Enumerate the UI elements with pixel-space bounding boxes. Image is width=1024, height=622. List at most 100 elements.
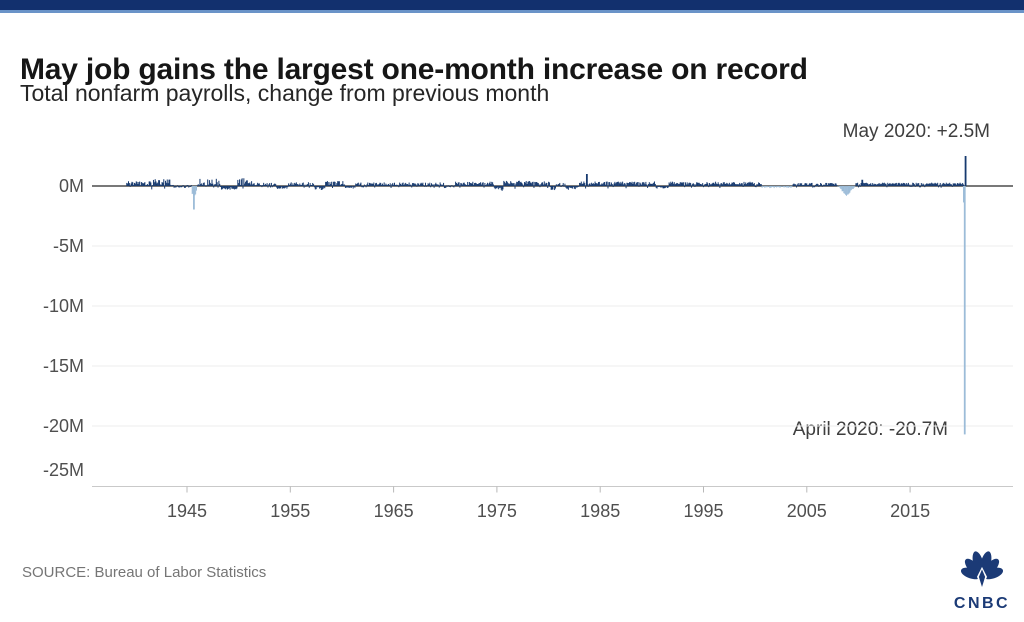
- x-axis-tick-label: 1965: [374, 501, 414, 521]
- payroll-bar: [884, 183, 886, 186]
- payroll-bar: [313, 186, 315, 188]
- payroll-bar: [402, 182, 404, 186]
- payroll-bar: [646, 184, 648, 186]
- payroll-bar: [376, 184, 378, 186]
- payroll-bar: [476, 184, 478, 186]
- payroll-bar: [768, 186, 770, 187]
- payroll-bar: [573, 186, 575, 189]
- payroll-bar: [577, 186, 579, 187]
- payroll-bar: [924, 186, 926, 188]
- payroll-bar: [536, 182, 538, 186]
- payroll-bar: [893, 183, 895, 186]
- payroll-bar: [329, 182, 331, 186]
- payroll-bar: [881, 183, 883, 186]
- payroll-bar: [650, 183, 652, 186]
- payroll-bar: [242, 186, 244, 189]
- payroll-bar: [508, 184, 510, 186]
- payroll-bar: [677, 183, 679, 186]
- payroll-bar: [659, 186, 661, 188]
- payroll-bar: [879, 184, 881, 186]
- payroll-bar: [426, 185, 428, 186]
- payroll-bar: [782, 186, 784, 187]
- payroll-bar: [421, 183, 423, 186]
- payroll-bar: [365, 186, 367, 188]
- payroll-bar: [870, 184, 872, 186]
- payroll-bar: [518, 180, 520, 186]
- payroll-bar: [606, 181, 608, 186]
- payroll-bar: [201, 183, 203, 186]
- payroll-bar: [648, 182, 650, 186]
- payroll-bar: [711, 183, 713, 186]
- payroll-bar: [703, 186, 705, 188]
- payroll-bar: [783, 186, 785, 188]
- payroll-bar: [380, 182, 382, 186]
- payroll-bar: [367, 182, 369, 186]
- payroll-bar: [142, 183, 144, 186]
- payroll-bar: [369, 182, 371, 186]
- payroll-bar: [257, 182, 259, 186]
- payroll-bar: [653, 181, 655, 186]
- payroll-bar: [245, 181, 247, 186]
- payroll-bar: [727, 184, 729, 186]
- payroll-bar: [479, 182, 481, 186]
- payroll-bar: [635, 184, 637, 186]
- payroll-bar: [127, 183, 129, 186]
- payroll-bar: [435, 182, 437, 186]
- payroll-bar: [168, 179, 170, 186]
- payroll-bar: [846, 186, 848, 195]
- payroll-bar: [472, 181, 474, 186]
- payroll-bar: [653, 182, 655, 186]
- payroll-bar: [928, 183, 930, 186]
- payroll-bar: [681, 181, 683, 186]
- payroll-bar: [282, 186, 284, 189]
- payroll-bar: [894, 183, 896, 186]
- payroll-bar: [715, 181, 717, 186]
- payroll-bar: [897, 183, 899, 186]
- payroll-bar: [407, 184, 409, 186]
- payroll-bar: [251, 184, 253, 186]
- payroll-bar: [949, 182, 951, 186]
- payroll-bar: [900, 184, 902, 186]
- payroll-bar: [771, 186, 773, 188]
- payroll-bar: [815, 183, 817, 186]
- payroll-bar: [774, 186, 776, 187]
- payroll-bar: [869, 183, 871, 186]
- page-title: May job gains the largest one-month incr…: [20, 53, 808, 87]
- payroll-bar: [325, 181, 327, 186]
- payroll-bar: [542, 182, 544, 186]
- payroll-bar: [777, 186, 779, 187]
- payroll-bar: [718, 183, 720, 186]
- payroll-bar: [134, 182, 136, 186]
- payroll-bar: [825, 182, 827, 186]
- payroll-bar: [609, 182, 611, 186]
- payroll-bar: [904, 183, 906, 186]
- payroll-bar: [599, 184, 601, 186]
- payroll-bar: [694, 186, 696, 187]
- payroll-bar: [905, 184, 907, 186]
- payroll-bar: [607, 186, 609, 189]
- payroll-bar: [203, 182, 205, 186]
- payroll-bar: [940, 186, 942, 188]
- payroll-bar: [733, 182, 735, 186]
- payroll-bar: [783, 186, 785, 188]
- payroll-bar: [162, 182, 164, 186]
- payroll-bar: [883, 182, 885, 186]
- y-axis-tick-label: -10M: [43, 296, 84, 316]
- payroll-bar: [943, 182, 945, 186]
- payroll-bar: [944, 184, 946, 186]
- payroll-bar: [412, 183, 414, 186]
- payroll-bar: [379, 182, 381, 186]
- payroll-bar: [478, 183, 480, 186]
- payroll-bar: [726, 182, 728, 186]
- payroll-bar: [735, 184, 737, 186]
- payroll-bar: [433, 186, 435, 188]
- payroll-bar: [315, 186, 317, 190]
- payroll-bar: [864, 183, 866, 186]
- payroll-bar: [840, 186, 842, 190]
- payroll-bar: [167, 183, 169, 186]
- payroll-bar: [177, 186, 179, 188]
- payroll-bar: [473, 184, 475, 186]
- payroll-bar: [499, 186, 501, 188]
- payroll-bar: [195, 186, 197, 195]
- payroll-bar: [307, 184, 309, 186]
